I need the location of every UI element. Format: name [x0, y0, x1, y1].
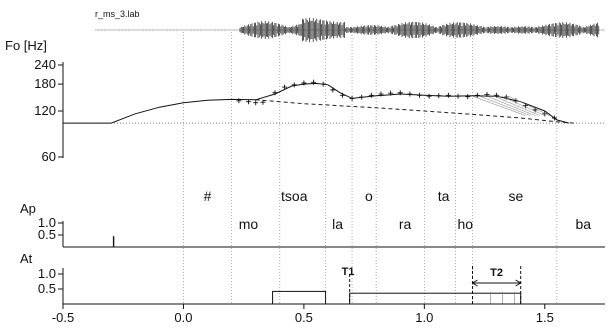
f0-point: [320, 81, 326, 87]
f0-point: [260, 99, 266, 105]
accent-command-box: [349, 292, 522, 305]
accent-command-box: [272, 290, 327, 305]
segment-label-lower: ho: [457, 216, 473, 232]
ap-y-axis: 1.00.5: [38, 215, 64, 247]
fan-line: [479, 95, 531, 116]
at-y-axis: 1.00.5: [38, 266, 64, 304]
segment-label-lower: mo: [239, 216, 259, 232]
f0-point: [551, 115, 557, 121]
f0-point: [359, 94, 365, 100]
f0-point: [339, 92, 345, 98]
segment-label-upper: se: [508, 188, 523, 204]
ap-tick-label: 0.5: [38, 227, 56, 242]
fo-tick-label: 60: [42, 149, 56, 164]
segment-label-lower: la: [332, 216, 343, 232]
f0-point: [388, 90, 394, 96]
f0-point: [253, 100, 259, 106]
f0-point: [311, 79, 317, 85]
f0-point: [245, 99, 251, 105]
fo-tick-label: 180: [34, 76, 56, 91]
model-f0-contour: [63, 82, 570, 124]
fo-axis-title: Fo [Hz]: [5, 38, 47, 53]
segment-label-lower: ba: [576, 216, 592, 232]
f0-point: [474, 92, 480, 98]
fan-line: [501, 95, 545, 116]
segment-label-upper: #: [204, 188, 212, 204]
fo-tick-label: 240: [34, 57, 56, 72]
segment-labels: # tsoa o ta se mo la ra ho ba: [204, 188, 592, 232]
f0-point: [532, 107, 538, 113]
segment-label-upper: o: [365, 188, 373, 204]
segment-label-upper: tsoa: [281, 188, 308, 204]
f0-point: [349, 95, 355, 101]
f0-point: [272, 90, 278, 96]
at-tick-label: 1.0: [38, 266, 56, 281]
t1-label: T1: [342, 266, 355, 278]
f0-point: [236, 98, 242, 104]
f0-point: [282, 84, 288, 90]
f0-point: [436, 93, 442, 99]
f0-point: [330, 87, 336, 93]
fo-tick-label: 120: [34, 103, 56, 118]
f0-point: [484, 91, 490, 97]
x-tick-label: 0.5: [295, 310, 313, 325]
f0-point: [378, 91, 384, 97]
ap-tick-label: 1.0: [38, 215, 56, 230]
at-tick-label: 0.5: [38, 281, 56, 296]
segment-label-upper: ta: [438, 188, 450, 204]
t2-label: T2: [490, 267, 503, 279]
f0-point: [503, 94, 509, 100]
f0-point: [465, 94, 471, 100]
accent-commands: [272, 290, 522, 305]
fo-y-axis: 240 180 120 60: [34, 57, 64, 164]
timing-markers: T1 T2: [342, 266, 522, 304]
t2-arrow: [471, 279, 522, 287]
f0-point: [445, 92, 451, 98]
fan-line: [486, 95, 536, 116]
f0-point: [407, 91, 413, 97]
f0-point: [301, 80, 307, 86]
phrase-component-curve: [255, 99, 574, 124]
observed-f0-points: [236, 79, 557, 121]
accent-component-lines: [472, 95, 550, 116]
at-axis-title: At: [20, 251, 33, 266]
x-tick-label: 0.0: [174, 310, 192, 325]
f0-point: [417, 92, 423, 98]
fan-line: [472, 95, 526, 116]
f0-point: [397, 90, 403, 96]
x-tick-label: 1.5: [536, 310, 554, 325]
f0-point: [368, 92, 374, 98]
fan-line: [508, 95, 550, 116]
segment-label-lower: ra: [399, 216, 412, 232]
f0-point: [455, 93, 461, 99]
fan-line: [494, 95, 541, 116]
segment-boundaries: [183, 32, 558, 304]
ap-axis-title: Ap: [20, 201, 36, 216]
f0-point: [291, 82, 297, 88]
x-axis-ticks: -0.5 0.0 0.5 1.0 1.5: [52, 304, 554, 325]
f0-point: [426, 93, 432, 99]
file-label: r_ms_3.lab: [95, 9, 140, 19]
x-tick-label: -0.5: [52, 310, 74, 325]
x-tick-label: 1.0: [415, 310, 433, 325]
